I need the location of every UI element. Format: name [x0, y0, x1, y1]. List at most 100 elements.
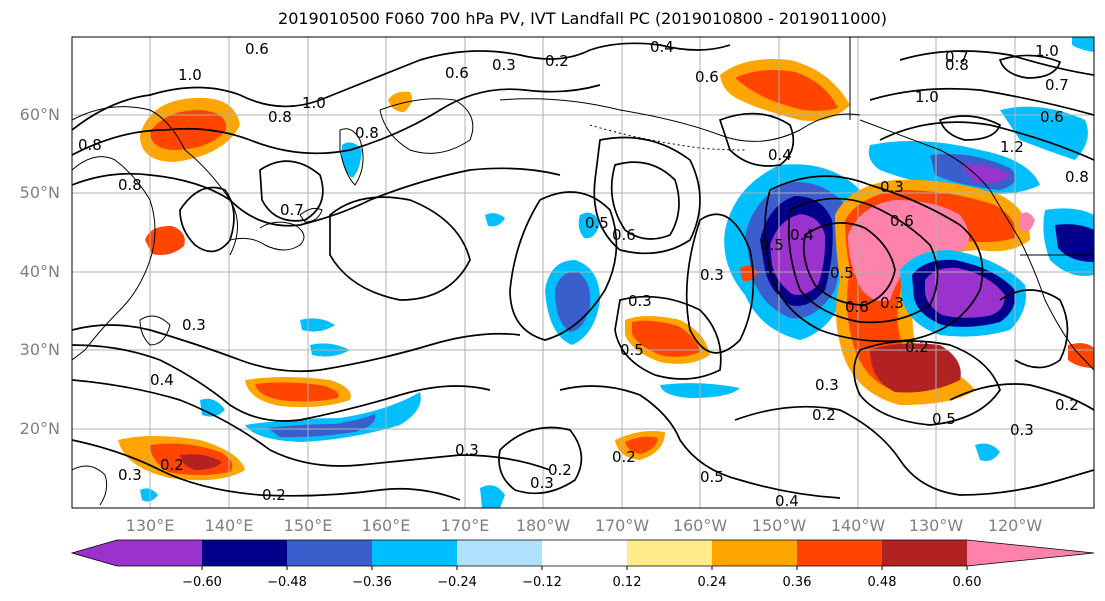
colorbar-tick-label: 0.12 — [613, 575, 642, 590]
negative-anomaly-region — [975, 443, 1000, 461]
contour-label: 0.3 — [1010, 421, 1034, 439]
contour-label: 0.5 — [585, 214, 609, 232]
lat-label: 60°N — [20, 105, 60, 124]
contour-label: 0.8 — [945, 56, 969, 74]
contour-label: 0.2 — [545, 52, 569, 70]
negative-anomaly-region — [960, 164, 1010, 183]
negative-anomaly-region — [1055, 224, 1094, 262]
positive-anomaly-region — [388, 91, 412, 112]
positive-anomaly-region — [625, 436, 658, 454]
contour-labels: 0.6 1.0 0.8 1.0 0.8 0.6 0.3 0.2 0.4 0.6 … — [78, 38, 1089, 510]
contour-label: 1.0 — [302, 94, 326, 112]
colorbar-tick-label: 0.24 — [698, 575, 727, 590]
contour-label: 0.5 — [830, 264, 854, 282]
contour-label: 0.5 — [760, 236, 784, 254]
contour-label: 0.3 — [880, 178, 904, 196]
negative-anomaly-region — [480, 485, 505, 508]
contour-label: 0.4 — [150, 371, 174, 389]
contour-label: 0.3 — [455, 441, 479, 459]
lon-label: 150°E — [284, 516, 333, 535]
colorbar-tick-label: −0.36 — [352, 575, 392, 590]
philippines-coastline — [72, 465, 108, 506]
contour-label: 0.8 — [268, 108, 292, 126]
contour-label: 0.3 — [492, 56, 516, 74]
contour-label: 0.3 — [182, 316, 206, 334]
contour-label: 0.4 — [790, 226, 814, 244]
contour-label: 1.2 — [1000, 138, 1024, 156]
colorbar-segment — [797, 540, 882, 566]
lat-label: 30°N — [20, 340, 60, 359]
contour-label: 0.6 — [445, 64, 469, 82]
contour-label: 0.8 — [1065, 168, 1089, 186]
colorbar-segment — [712, 540, 797, 566]
lon-label: 130°E — [126, 516, 175, 535]
japan-coastline — [229, 221, 305, 251]
lon-label: 170°E — [441, 516, 490, 535]
contour-label: 0.6 — [612, 226, 636, 244]
contour-label: 0.4 — [775, 492, 799, 510]
positive-anomaly-region — [848, 200, 969, 302]
contour-label: 0.8 — [78, 136, 102, 154]
contour-label: 0.2 — [612, 448, 636, 466]
negative-anomaly-region — [485, 213, 505, 227]
colorbar-segment — [882, 540, 967, 566]
positive-anomaly-region — [870, 343, 961, 393]
contour-label: 0.6 — [845, 298, 869, 316]
contour-label: 0.4 — [650, 38, 674, 56]
positive-anomaly-region — [735, 70, 838, 111]
contour-label: 0.7 — [945, 48, 969, 66]
lat-label: 40°N — [20, 262, 60, 281]
contour-label: 0.3 — [880, 294, 904, 312]
colorbar-segment — [202, 540, 287, 566]
contour-label: 1.0 — [1035, 42, 1059, 60]
longitude-labels: 130°E 140°E 150°E 160°E 170°E 180°W 170°… — [126, 516, 1043, 535]
colorbar-extend-min — [72, 540, 117, 566]
negative-anomaly-region — [140, 488, 158, 502]
lat-label: 50°N — [20, 183, 60, 202]
contour-label: 0.6 — [890, 212, 914, 230]
coastlines — [72, 37, 1094, 506]
pv-contours — [72, 42, 1094, 501]
contour-label: 0.8 — [355, 124, 379, 142]
positive-anomaly-region — [180, 454, 222, 470]
contour-label: 1.0 — [178, 66, 202, 84]
colorbar-tick-label: −0.48 — [267, 575, 307, 590]
map-frame — [71, 36, 1095, 509]
contour-label: 0.2 — [160, 456, 184, 474]
sakhalin-coastline — [339, 128, 364, 186]
colorbar-segment — [627, 540, 712, 566]
chart-title: 2019010500 F060 700 hPa PV, IVT Landfall… — [278, 9, 887, 28]
latitude-labels: 60°N 50°N 40°N 30°N 20°N — [20, 105, 60, 438]
graticule — [72, 37, 1094, 508]
colorbar-tick-label: −0.24 — [437, 575, 477, 590]
contour-label: 0.2 — [548, 461, 572, 479]
lon-label: 150°W — [752, 516, 807, 535]
contour-label: 0.5 — [620, 341, 644, 359]
colorbar-segment — [372, 540, 457, 566]
contour-label: 0.2 — [262, 486, 286, 504]
alaska-coastline — [499, 98, 861, 142]
positive-anomaly-region — [255, 382, 339, 402]
lon-label: 160°W — [673, 516, 728, 535]
contour-label: 0.6 — [695, 68, 719, 86]
contour-label: 0.7 — [1045, 76, 1069, 94]
colorbar-tick-label: 0.36 — [783, 575, 812, 590]
contour-label: 0.7 — [280, 201, 304, 219]
contour-label: 0.4 — [768, 146, 792, 164]
positive-anomaly-region — [150, 110, 227, 150]
asia-coastline — [72, 156, 156, 361]
contour-label: 0.2 — [812, 406, 836, 424]
colorbar-segment — [542, 540, 627, 566]
colorbar-extend-max — [967, 540, 1094, 566]
contour-label: 1.0 — [915, 88, 939, 106]
negative-anomaly-region — [300, 318, 335, 332]
taiwan-coastline — [139, 315, 171, 346]
negative-anomaly-region — [770, 214, 826, 295]
contour-label: 0.3 — [700, 266, 724, 284]
contour-label: 0.3 — [118, 466, 142, 484]
negative-anomaly-region — [1000, 106, 1088, 160]
negative-anomaly-region — [555, 271, 591, 332]
colorbar-outline — [70, 539, 1095, 567]
colorbar-ticks — [201, 566, 968, 570]
